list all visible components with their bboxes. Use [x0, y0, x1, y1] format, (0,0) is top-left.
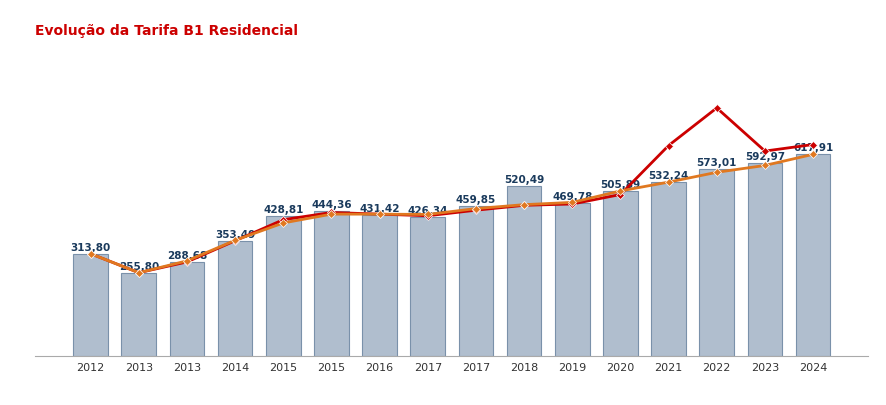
Text: 617,91: 617,91 — [793, 143, 833, 153]
IPCA — [759, 164, 770, 168]
IGPM — [326, 211, 337, 215]
Bar — [555, 203, 589, 356]
IGPM — [808, 143, 819, 147]
Bar — [121, 273, 156, 356]
Bar — [796, 155, 830, 356]
Bar — [410, 217, 445, 356]
Text: 431,42: 431,42 — [360, 204, 400, 214]
IGPM — [470, 208, 481, 213]
IPCA — [278, 221, 289, 226]
IGPM — [423, 214, 433, 219]
IGPM — [134, 271, 144, 275]
Bar — [315, 211, 349, 356]
Bar — [507, 187, 541, 356]
IGPM — [711, 106, 722, 111]
IGPM — [567, 202, 578, 207]
IPCA — [134, 271, 144, 275]
IGPM — [374, 212, 385, 217]
Text: 520,49: 520,49 — [504, 175, 544, 185]
IPCA — [423, 213, 433, 217]
IGPM — [182, 260, 192, 265]
IPCA — [470, 207, 481, 211]
IGPM — [664, 144, 674, 149]
IGPM — [85, 252, 96, 256]
Text: 255,80: 255,80 — [119, 261, 159, 271]
IPCA — [711, 171, 722, 175]
Bar — [699, 170, 734, 356]
Text: 313,80: 313,80 — [71, 242, 111, 252]
IPCA — [567, 200, 578, 205]
Bar — [459, 207, 494, 356]
IPCA — [229, 238, 240, 243]
Text: 426,34: 426,34 — [408, 205, 448, 215]
Bar — [362, 216, 397, 356]
IPCA — [326, 212, 337, 217]
Bar — [218, 241, 253, 356]
Text: 469,78: 469,78 — [552, 191, 593, 201]
Text: 459,85: 459,85 — [455, 194, 496, 205]
Text: 505,89: 505,89 — [601, 179, 641, 190]
Bar — [603, 192, 638, 356]
IPCA — [808, 153, 819, 158]
Text: 532,24: 532,24 — [649, 171, 688, 181]
Text: 592,97: 592,97 — [745, 151, 785, 161]
IPCA — [519, 203, 530, 208]
Bar — [74, 254, 108, 356]
Text: 444,36: 444,36 — [311, 200, 352, 210]
Bar — [266, 217, 300, 356]
Bar — [748, 163, 782, 356]
IPCA — [664, 180, 674, 185]
Text: 353,49: 353,49 — [215, 229, 255, 239]
IGPM — [278, 218, 289, 223]
IPCA — [182, 259, 192, 264]
IGPM — [615, 193, 626, 198]
Text: 573,01: 573,01 — [696, 158, 737, 168]
Text: Evolução da Tarifa B1 Residencial: Evolução da Tarifa B1 Residencial — [35, 24, 299, 38]
Text: 428,81: 428,81 — [263, 205, 304, 215]
Text: 288,68: 288,68 — [167, 250, 207, 260]
IPCA — [85, 252, 96, 256]
Bar — [169, 262, 205, 356]
IGPM — [229, 239, 240, 243]
IPCA — [615, 189, 626, 194]
Line: IGPM: IGPM — [88, 106, 816, 276]
IGPM — [519, 203, 530, 208]
Line: IPCA: IPCA — [88, 152, 816, 276]
Bar — [651, 183, 686, 356]
IGPM — [759, 149, 770, 154]
IPCA — [374, 212, 385, 217]
